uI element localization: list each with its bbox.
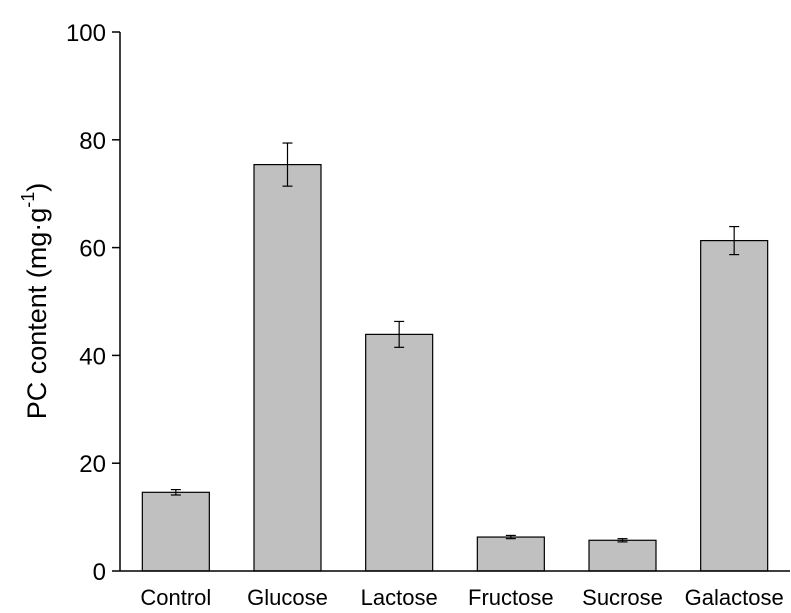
bars-group	[141, 163, 769, 572]
error-bar-sucrose	[617, 538, 628, 543]
bar-fructose	[476, 536, 545, 572]
error-bar-control	[170, 489, 181, 496]
bar-lactose	[365, 333, 434, 572]
error-bar-fructose	[505, 534, 516, 540]
x-tick-labels-group: Control Glucose Lactose Fructose Sucrose Gala…	[140, 585, 783, 610]
axes-group	[119, 32, 790, 572]
bar-control	[141, 491, 210, 572]
error-bar-galactose	[729, 225, 740, 256]
y-axis-label-close: )	[22, 183, 52, 192]
y-tick-label: 80	[79, 128, 106, 155]
bar-galactose	[700, 239, 769, 572]
x-tick-label: Fructose	[468, 585, 554, 610]
y-tick-label: 40	[79, 343, 106, 370]
x-tick-label: Sucrose	[582, 585, 663, 610]
y-tick-label: 100	[66, 20, 106, 47]
error-bar-lactose	[394, 320, 405, 348]
y-ticks-group: 0 20 40 60 80 100	[66, 20, 120, 586]
x-tick-label: Lactose	[361, 585, 438, 610]
y-axis-label: PC content (mg·g-1)	[18, 183, 52, 420]
y-tick-label: 0	[93, 559, 106, 586]
error-bars-group	[170, 142, 740, 543]
y-tick-label: 60	[79, 236, 106, 263]
error-bar-glucose	[282, 142, 293, 187]
y-tick-label: 20	[79, 451, 106, 478]
y-axis-label-superscript: -1	[18, 192, 38, 208]
x-tick-label: Control	[140, 585, 211, 610]
bar-glucose	[253, 163, 322, 572]
x-tick-label: Glucose	[247, 585, 328, 610]
bar-sucrose	[588, 539, 657, 572]
x-tick-label: Galactose	[685, 585, 784, 610]
